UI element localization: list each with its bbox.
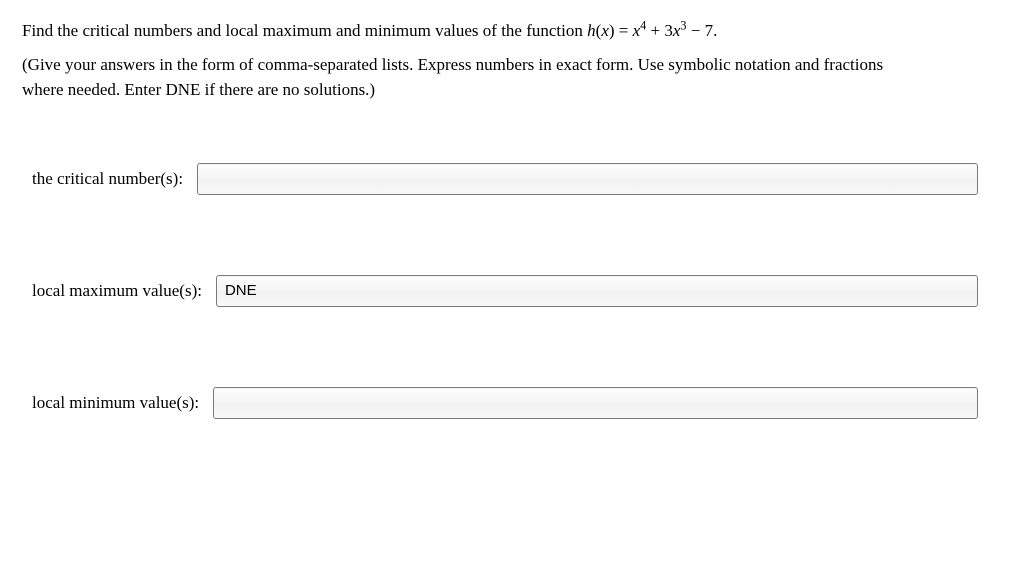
instructions-line1: (Give your answers in the form of comma-… bbox=[22, 52, 1002, 78]
func-name: h bbox=[587, 21, 596, 40]
instructions-line2: where needed. Enter DNE if there are no … bbox=[22, 77, 1002, 103]
critical-numbers-label: the critical number(s): bbox=[32, 166, 183, 192]
instructions: (Give your answers in the form of comma-… bbox=[22, 52, 1002, 103]
local-min-row: local minimum value(s): bbox=[22, 387, 1002, 419]
local-min-input[interactable] bbox=[213, 387, 978, 419]
local-min-label: local minimum value(s): bbox=[32, 390, 199, 416]
problem-tail: − 7. bbox=[687, 21, 718, 40]
local-max-row: local maximum value(s): bbox=[22, 275, 1002, 307]
paren-close-eq: ) = bbox=[609, 21, 633, 40]
plus-3: + 3 bbox=[646, 21, 673, 40]
critical-numbers-row: the critical number(s): bbox=[22, 163, 1002, 195]
func-var: x bbox=[601, 21, 609, 40]
problem-statement: Find the critical numbers and local maxi… bbox=[22, 18, 1002, 44]
problem-prefix: Find the critical numbers and local maxi… bbox=[22, 21, 587, 40]
local-max-input[interactable] bbox=[216, 275, 978, 307]
critical-numbers-input[interactable] bbox=[197, 163, 978, 195]
local-max-label: local maximum value(s): bbox=[32, 278, 202, 304]
